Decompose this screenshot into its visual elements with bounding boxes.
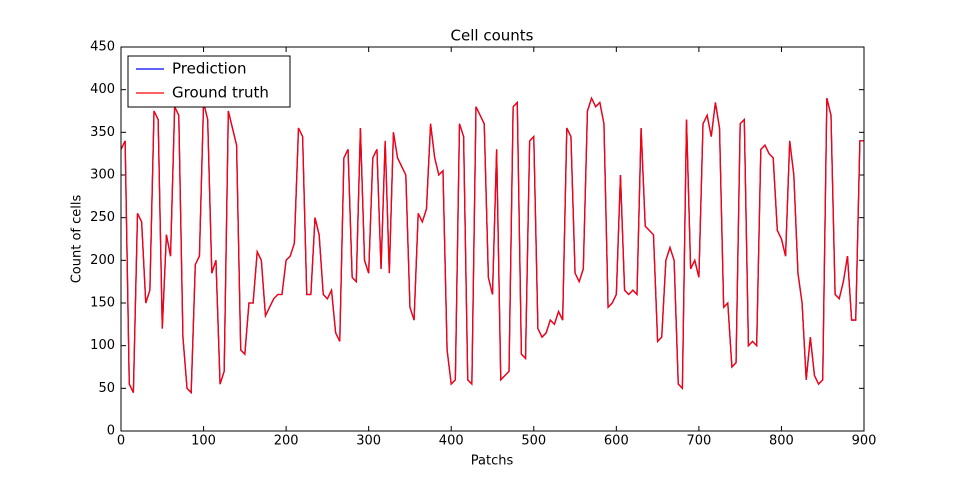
y-tick-label: 0 [107,424,115,439]
y-tick-label: 100 [90,338,115,353]
x-tick-label: 0 [117,434,125,449]
x-tick-label: 900 [852,434,877,449]
legend-box [127,55,291,108]
x-tick-label: 400 [439,434,464,449]
x-tick-label: 100 [191,434,216,449]
y-tick-label: 300 [90,168,115,183]
x-tick-label: 200 [274,434,299,449]
x-tick-label: 800 [769,434,794,449]
data-line [120,96,864,395]
x-tick-label: 700 [686,434,711,449]
x-tick-label: 600 [604,434,629,449]
x-tick-label: 300 [356,434,381,449]
y-tick-label: 400 [90,82,115,97]
legend-label: Prediction [172,60,247,78]
y-tick-label: 150 [90,296,115,311]
y-tick-label: 200 [90,253,115,268]
plot-area [121,47,864,431]
y-axis-label: Count of cells [70,195,85,284]
x-axis-label: Patchs [471,454,514,469]
legend-label: Ground truth [172,84,269,102]
y-tick-label: 450 [90,40,115,55]
x-tick-label: 500 [521,434,546,449]
y-tick-label: 350 [90,125,115,140]
chart-title: Cell counts [451,27,534,45]
legend: Prediction Ground truth [127,55,291,108]
y-tick-label: 50 [98,381,115,396]
plot-frame [120,46,865,432]
y-tick-label: 250 [90,210,115,225]
